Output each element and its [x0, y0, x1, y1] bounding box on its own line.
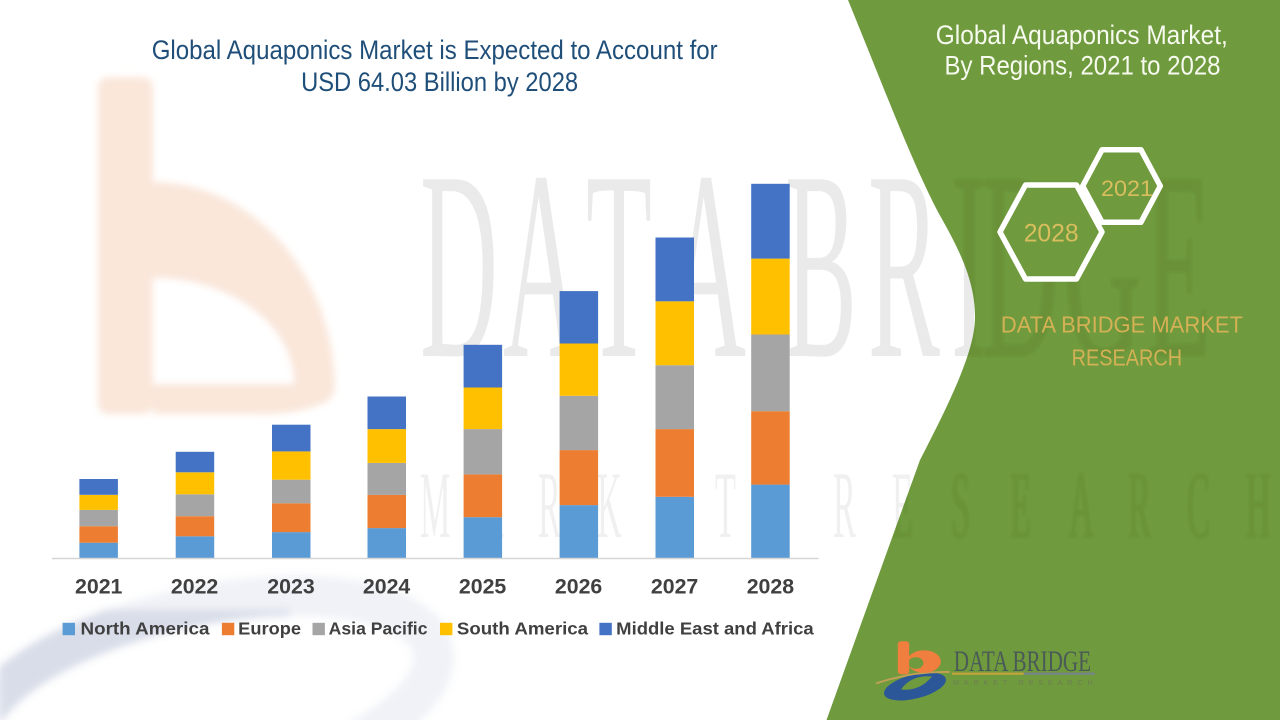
svg-text:2024: 2024 [363, 575, 411, 599]
svg-text:Asia Pacific: Asia Pacific [329, 619, 428, 639]
svg-text:North America: North America [81, 619, 210, 639]
svg-text:2021: 2021 [75, 575, 123, 599]
svg-text:2022: 2022 [171, 575, 218, 599]
svg-text:DATA BRIDGE MARKET: DATA BRIDGE MARKET [1001, 312, 1243, 338]
svg-text:RESEARCH: RESEARCH [1072, 344, 1183, 370]
svg-text:2026: 2026 [555, 575, 603, 599]
svg-text:2025: 2025 [459, 575, 507, 599]
svg-text:2028: 2028 [747, 575, 795, 599]
svg-text:USD 64.03 Billion by 2028: USD 64.03 Billion by 2028 [301, 67, 578, 97]
svg-text:South America: South America [457, 619, 588, 639]
svg-text:2023: 2023 [267, 575, 315, 599]
svg-text:Global Aquaponics Market,: Global Aquaponics Market, [936, 20, 1228, 50]
svg-text:By Regions, 2021 to 2028: By Regions, 2021 to 2028 [945, 51, 1221, 81]
svg-text:Europe: Europe [238, 619, 301, 639]
svg-text:2027: 2027 [651, 575, 698, 599]
svg-text:Global Aquaponics Market is Ex: Global Aquaponics Market is Expected to … [152, 35, 718, 65]
svg-text:2021: 2021 [1101, 176, 1153, 201]
svg-text:MARKET RESEARCH: MARKET RESEARCH [953, 678, 1093, 687]
svg-text:Middle East and Africa: Middle East and Africa [616, 619, 814, 639]
svg-text:2028: 2028 [1024, 220, 1079, 248]
